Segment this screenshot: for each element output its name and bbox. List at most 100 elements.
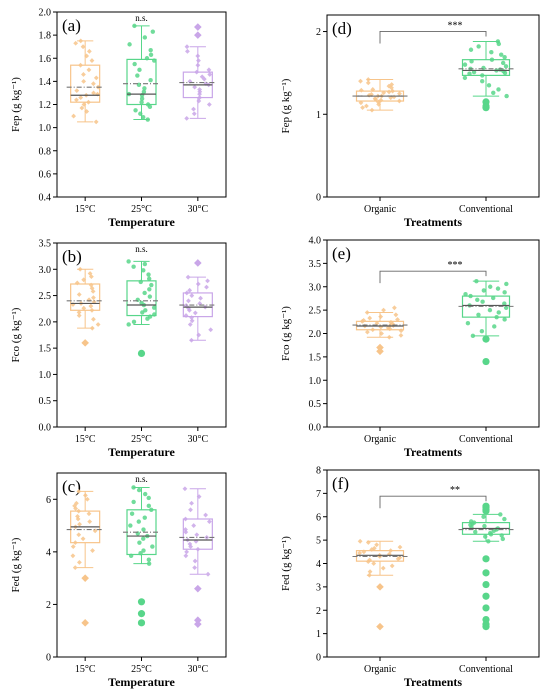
- data-point: [486, 83, 492, 88]
- y-tick-label: 2.0: [309, 329, 322, 340]
- outlier-point: [194, 259, 202, 267]
- y-tick-label: 8: [316, 466, 321, 477]
- data-point: [498, 512, 503, 517]
- data-point: [83, 492, 88, 498]
- data-point: [185, 274, 191, 280]
- data-point: [396, 98, 402, 104]
- data-point: [73, 40, 79, 46]
- x-tick-label: 30°C: [187, 204, 208, 215]
- data-point: [86, 297, 92, 303]
- data-point: [360, 105, 365, 111]
- data-point: [395, 556, 401, 562]
- y-tick-label: 2: [46, 600, 51, 611]
- data-point: [185, 48, 190, 54]
- data-point: [492, 324, 497, 329]
- data-point: [86, 67, 92, 73]
- data-point: [74, 280, 80, 286]
- box-series-1: Conventional: [458, 502, 514, 675]
- data-point: [389, 82, 395, 87]
- data-point: [499, 533, 504, 538]
- box-iqr: [70, 64, 101, 103]
- data-point: [372, 96, 378, 101]
- data-point: [358, 100, 364, 106]
- x-tick-label: 30°C: [187, 664, 208, 675]
- y-tick-label: 1: [316, 110, 321, 121]
- box-series-2: 30°C: [179, 259, 217, 445]
- data-point: [381, 90, 387, 96]
- data-point: [194, 69, 200, 75]
- data-point: [205, 571, 211, 577]
- data-point: [86, 99, 91, 105]
- x-tick-label: 25°C: [131, 664, 152, 675]
- y-tick-label: 0.0: [309, 423, 322, 434]
- data-point: [138, 279, 143, 285]
- data-point: [86, 511, 92, 517]
- data-point: [199, 74, 205, 80]
- data-point: [480, 73, 485, 78]
- x-tick-label: 15°C: [75, 204, 96, 215]
- data-point: [481, 288, 487, 293]
- data-point: [90, 548, 95, 553]
- y-axis-label: Fed (g kg⁻¹): [280, 536, 292, 591]
- data-point: [494, 314, 499, 320]
- data-point: [138, 111, 143, 116]
- y-tick-label: 0: [316, 193, 321, 204]
- data-point: [137, 67, 142, 73]
- data-point: [502, 290, 507, 295]
- data-point: [370, 87, 376, 92]
- data-point: [142, 35, 148, 40]
- data-point: [183, 553, 189, 559]
- data-point: [357, 538, 363, 544]
- data-point: [189, 293, 195, 298]
- data-point: [91, 316, 96, 322]
- data-point: [496, 87, 501, 92]
- data-point: [183, 516, 188, 522]
- data-point: [495, 286, 501, 291]
- data-point: [191, 111, 197, 117]
- box-series-2: 30°C: [179, 486, 217, 675]
- data-point: [84, 496, 90, 502]
- data-point: [187, 541, 193, 547]
- x-tick-label: 15°C: [75, 664, 96, 675]
- significance-bracket: [379, 31, 487, 44]
- data-point: [474, 278, 479, 284]
- y-tick-label: 0.0: [39, 423, 52, 434]
- data-point: [89, 307, 95, 313]
- data-point: [84, 53, 90, 59]
- significance-label: n.s.: [135, 13, 148, 23]
- data-point: [499, 52, 504, 57]
- data-point: [149, 282, 154, 288]
- data-point: [184, 115, 190, 121]
- data-point: [142, 86, 147, 91]
- y-tick-label: 4.0: [309, 236, 322, 247]
- y-tick-label: 6: [316, 512, 321, 523]
- y-tick-label: 2: [316, 606, 321, 617]
- data-point: [132, 23, 137, 29]
- data-point: [364, 310, 370, 315]
- y-tick-label: 7: [316, 489, 321, 500]
- outlier-point: [194, 620, 202, 628]
- data-point: [379, 331, 384, 336]
- box-series-1: 25°C: [123, 259, 160, 445]
- data-point: [469, 59, 474, 64]
- data-point: [146, 495, 151, 501]
- data-point: [482, 523, 487, 529]
- data-point: [189, 315, 194, 321]
- outlier-point: [482, 335, 490, 343]
- data-point: [397, 555, 403, 561]
- y-tick-label: 1.0: [39, 123, 52, 134]
- data-point: [146, 557, 152, 562]
- y-axis-label: Fep (g kg⁻¹): [280, 78, 292, 133]
- data-point: [487, 307, 493, 313]
- outlier-point: [376, 347, 384, 356]
- data-point: [90, 288, 96, 294]
- data-point: [182, 486, 188, 492]
- data-point: [81, 305, 87, 311]
- data-point: [480, 78, 485, 84]
- y-tick-label: 1.4: [39, 77, 52, 88]
- outlier-point: [137, 619, 146, 627]
- data-point: [481, 514, 486, 519]
- box-series-1: Conventional: [458, 278, 514, 445]
- data-point: [206, 519, 212, 525]
- data-point: [143, 491, 148, 497]
